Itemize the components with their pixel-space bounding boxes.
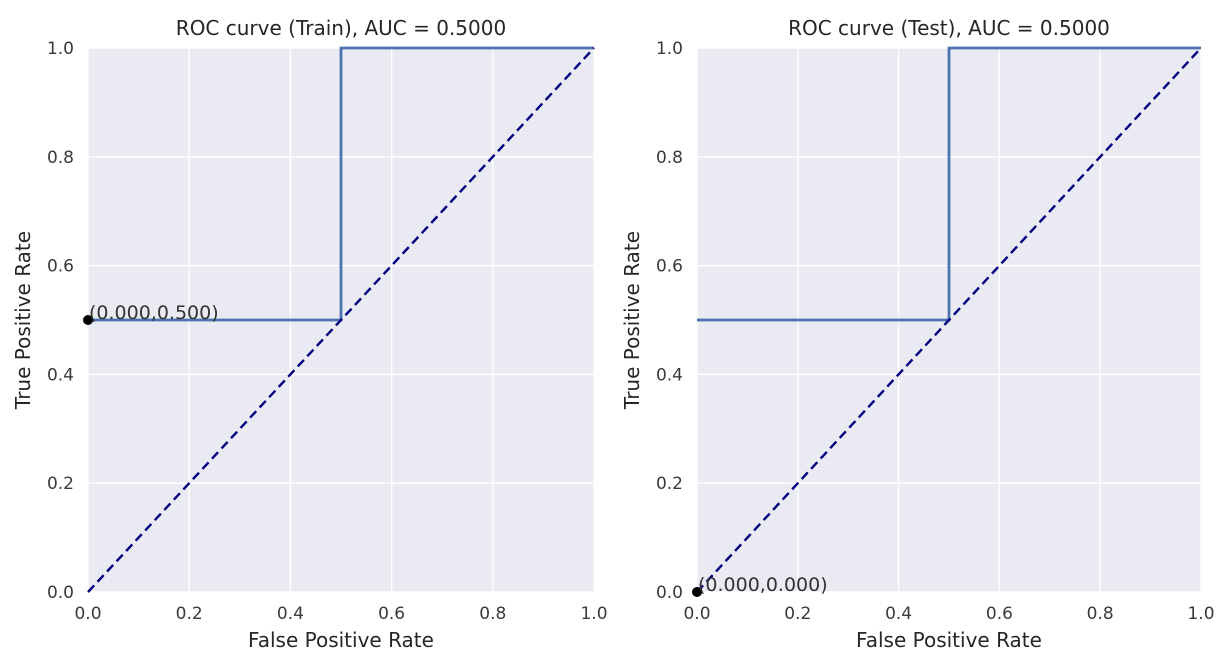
y-tick-label: 0.2 <box>47 474 74 494</box>
y-axis-label: True Positive Rate <box>620 231 644 410</box>
y-tick-label: 0.8 <box>656 148 683 168</box>
x-tick-label: 0.6 <box>986 604 1013 624</box>
y-tick-label: 0.6 <box>47 257 74 277</box>
y-tick-label: 0.0 <box>47 583 74 603</box>
chart-title: ROC curve (Test), AUC = 0.5000 <box>788 16 1110 40</box>
x-tick-label: 0.2 <box>784 604 811 624</box>
x-axis-label: False Positive Rate <box>856 628 1042 652</box>
x-axis-label: False Positive Rate <box>248 628 434 652</box>
chance-diagonal-line <box>87 47 595 593</box>
x-tick-label: 0.8 <box>1087 604 1114 624</box>
x-tick-label: 0.8 <box>479 604 506 624</box>
y-tick-label: 0.4 <box>656 365 683 385</box>
x-tick-label: 0.4 <box>885 604 912 624</box>
roc-curve-line <box>697 46 1201 322</box>
x-tick-label: 0.6 <box>378 604 405 624</box>
threshold-point-label: (0.000,0.000) <box>698 574 828 596</box>
y-tick-label: 0.0 <box>656 583 683 603</box>
y-tick-label: 1.0 <box>656 39 683 59</box>
chart-title: ROC curve (Train), AUC = 0.5000 <box>176 16 506 40</box>
chance-diagonal-line <box>696 47 1202 593</box>
chart-panel-test: 0.0 0.2 0.4 0.6 0.8 1.0 0.0 0.2 0.4 0.6 0.8 1.0 (0.0… <box>620 16 1215 652</box>
y-axis-label: True Positive Rate <box>11 231 35 410</box>
y-tick-label: 0.6 <box>656 257 683 277</box>
chart-panel-train: 0.0 0.2 0.4 0.6 0.8 1.0 0.0 0.2 0.4 0.6 0.8 1.0 (0.0… <box>11 16 608 652</box>
threshold-point-marker <box>692 587 702 597</box>
threshold-point-label: (0.000,0.500) <box>89 302 219 324</box>
x-tick-label: 0.4 <box>277 604 304 624</box>
y-tick-label: 1.0 <box>47 39 74 59</box>
y-tick-label: 0.8 <box>47 148 74 168</box>
y-tick-label: 0.4 <box>47 365 74 385</box>
x-tick-label: 0.0 <box>74 604 101 624</box>
threshold-point-marker <box>83 315 93 325</box>
x-tick-label: 1.0 <box>580 604 607 624</box>
y-tick-label: 0.2 <box>656 474 683 494</box>
x-tick-label: 0.0 <box>683 604 710 624</box>
x-tick-label: 1.0 <box>1187 604 1214 624</box>
x-tick-label: 0.2 <box>176 604 203 624</box>
roc-curve-line <box>88 46 594 322</box>
